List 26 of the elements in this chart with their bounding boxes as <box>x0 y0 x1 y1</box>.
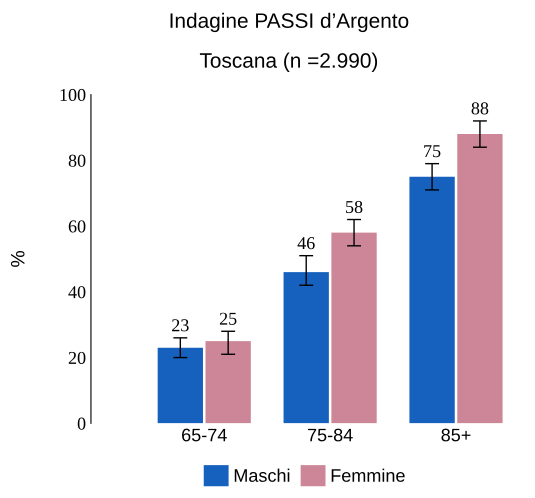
x-tick-label: 85+ <box>441 428 470 442</box>
bar <box>457 134 503 424</box>
bar <box>331 232 377 424</box>
legend-label: Maschi <box>234 468 290 482</box>
legend-label: Femmine <box>332 468 405 482</box>
bar <box>158 348 203 424</box>
x-tick-label: 65-74 <box>182 428 227 442</box>
chart-subtitle: Toscana (n =2.990) <box>200 52 378 72</box>
y-axis-title: % <box>10 251 25 267</box>
chart-title: Indagine PASSI d’Argento <box>170 12 408 32</box>
y-tick-label: 100 <box>60 88 86 102</box>
data-label: 88 <box>472 102 488 114</box>
data-label: 23 <box>172 319 189 332</box>
data-label: 46 <box>298 237 315 250</box>
data-label: 25 <box>220 312 236 325</box>
bar <box>284 272 329 424</box>
data-label: 58 <box>346 200 362 214</box>
y-tick-label: 0 <box>78 418 86 430</box>
y-tick-label: 20 <box>68 352 86 364</box>
x-tick-label: 75-84 <box>308 428 353 442</box>
data-label: 75 <box>424 145 440 158</box>
bar <box>409 176 455 424</box>
y-tick-label: 60 <box>68 220 86 233</box>
y-tick-label: 40 <box>68 286 86 298</box>
bar <box>206 341 251 424</box>
y-tick-label: 80 <box>68 154 86 167</box>
